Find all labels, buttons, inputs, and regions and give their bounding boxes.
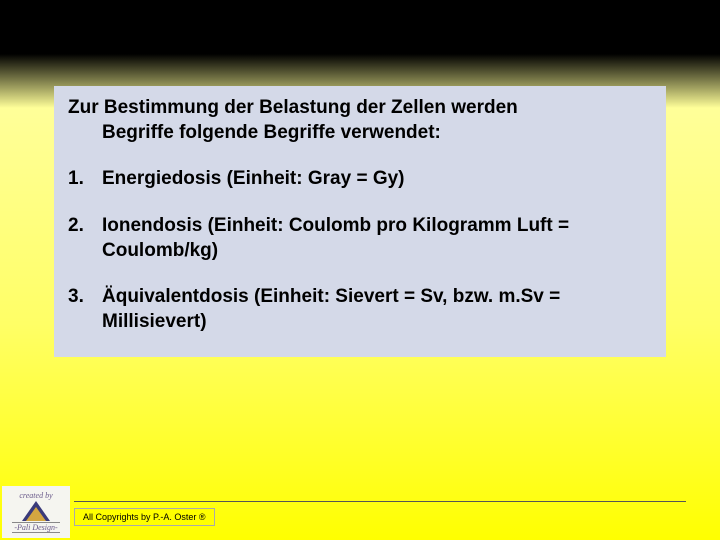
intro-line2: Begriffe folgende Begriffe verwendet: [68, 121, 652, 146]
intro-text: Zur Bestimmung der Belastung der Zellen … [68, 96, 652, 145]
content-box: Zur Bestimmung der Belastung der Zellen … [54, 86, 666, 357]
list-item: Ionendosis (Einheit: Coulomb pro Kilogra… [68, 214, 652, 263]
footer-divider [74, 501, 686, 502]
logo-triangle-icon [22, 501, 50, 521]
copyright-bar: All Copyrights by P.-A. Oster ® [74, 508, 215, 526]
logo-bottom-text: -Pali Design- [12, 522, 59, 533]
intro-line1: Zur Bestimmung der Belastung der Zellen … [68, 97, 518, 118]
definition-list: Energiedosis (Einheit: Gray = Gy) Ionend… [68, 167, 652, 334]
list-item: Äquivalentdosis (Einheit: Sievert = Sv, … [68, 285, 652, 334]
logo-top-text: created by [19, 491, 52, 500]
logo-badge: created by -Pali Design- [2, 486, 70, 538]
list-item: Energiedosis (Einheit: Gray = Gy) [68, 167, 652, 192]
copyright-text: All Copyrights by P.-A. Oster ® [83, 512, 206, 522]
